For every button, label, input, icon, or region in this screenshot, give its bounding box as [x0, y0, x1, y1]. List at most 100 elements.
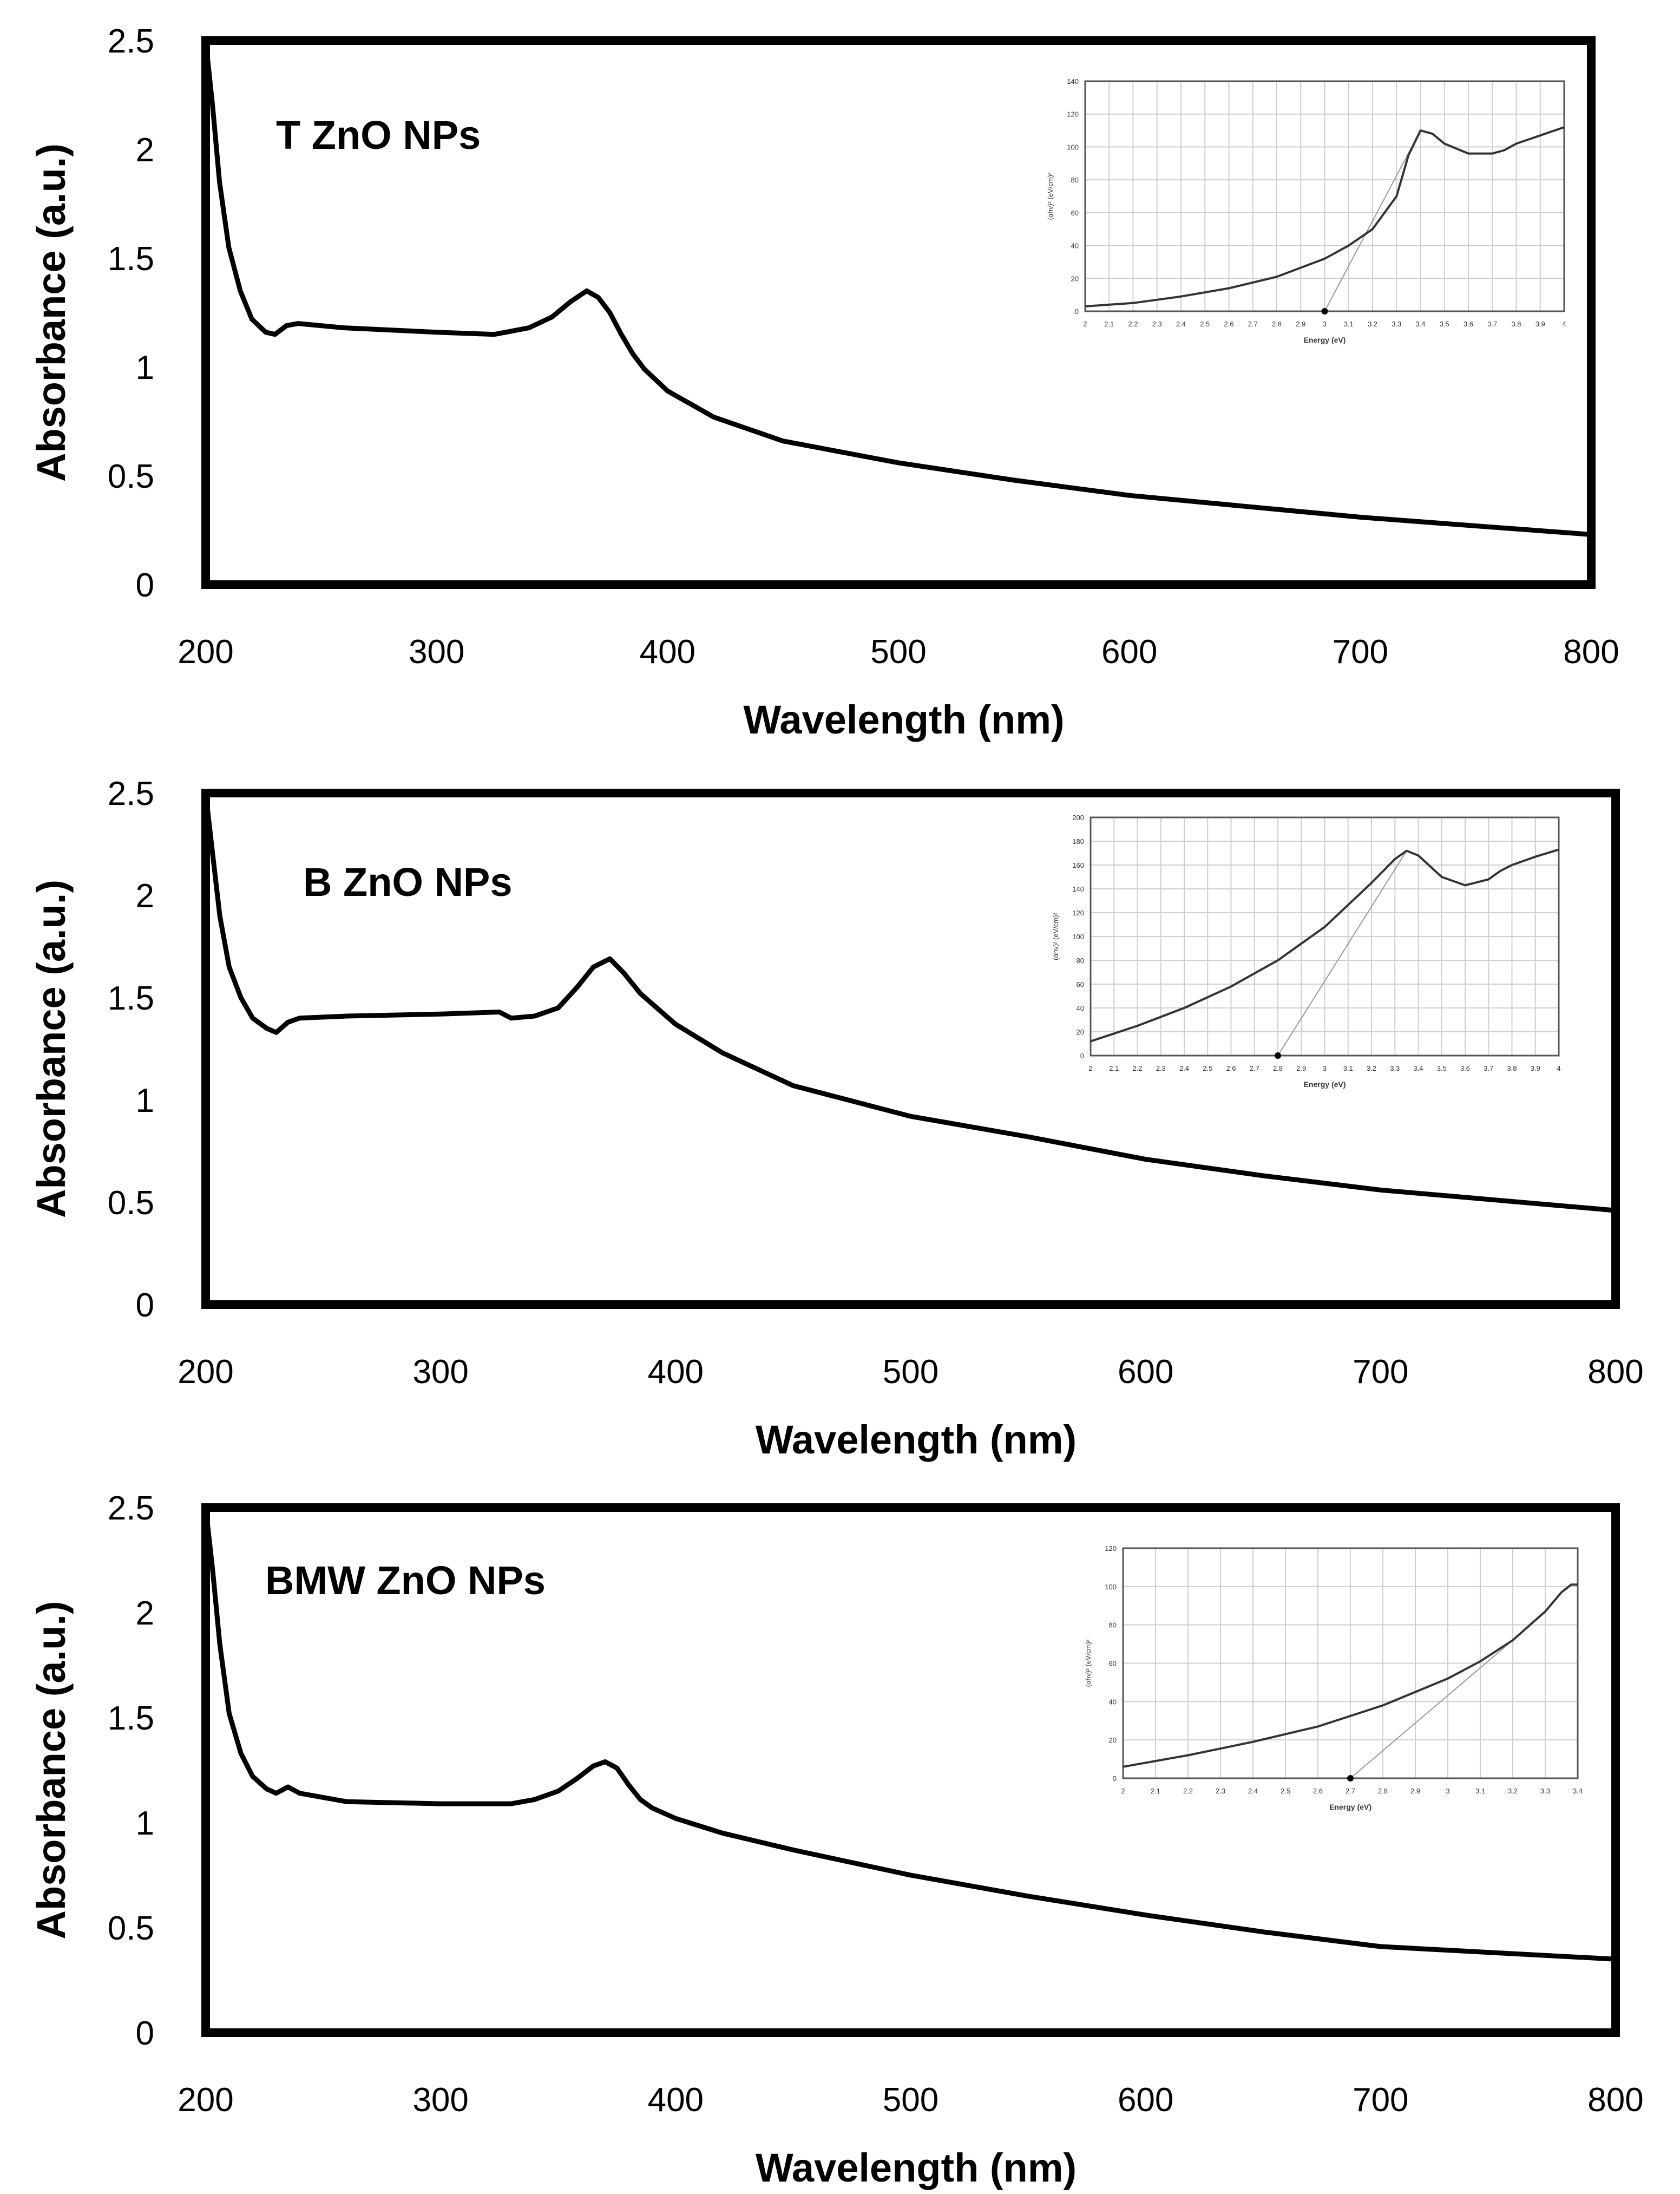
inset-y-tick-label: 0	[1113, 1774, 1117, 1783]
x-tick-label: 500	[870, 633, 926, 671]
x-tick-label: 800	[1587, 2081, 1643, 2119]
inset-y-tick-label: 80	[1071, 176, 1079, 184]
y-tick-label: 1.5	[108, 1700, 154, 1737]
inset-x-tick-label: 3.7	[1484, 1064, 1493, 1072]
inset-x-tick-label: 2.2	[1132, 1064, 1142, 1072]
x-tick-label: 600	[1118, 1353, 1173, 1391]
x-axis-title: Wavelength (nm)	[743, 697, 1064, 742]
x-tick-label: 300	[412, 2081, 468, 2119]
inset-y-tick-label: 80	[1077, 957, 1084, 965]
inset-y-tick-label: 140	[1067, 77, 1079, 86]
inset-y-tick-label: 80	[1109, 1621, 1117, 1629]
inset-tauc-line	[1085, 126, 1565, 307]
inset-y-axis-title: (αhν)² (eV/cm)²	[1084, 1639, 1092, 1687]
inset-x-tick-label: 2	[1083, 320, 1087, 328]
inset-x-tick-label: 3.6	[1460, 1064, 1470, 1072]
absorbance-line	[203, 1505, 1618, 1962]
inset-x-tick-label: 2.8	[1273, 1064, 1283, 1072]
plot-frame	[201, 36, 1596, 589]
plot-frame	[201, 789, 1620, 1309]
inset-fit-line	[1350, 1640, 1513, 1779]
x-tick-label: 400	[648, 2081, 704, 2119]
inset-x-tick-label: 3.2	[1508, 1787, 1518, 1795]
inset-x-tick-label: 2.9	[1410, 1787, 1420, 1795]
inset-x-tick-label: 4	[1562, 320, 1566, 328]
inset-tauc-line	[1123, 1583, 1578, 1768]
inset-frame	[1090, 816, 1560, 1057]
inset-x-tick-label: 3	[1446, 1787, 1449, 1795]
inset-y-tick-label: 40	[1077, 1004, 1084, 1012]
inset-x-tick-label: 2.6	[1226, 1064, 1236, 1072]
inset-x-tick-label: 2.4	[1179, 1064, 1189, 1072]
y-tick-label: 2.5	[108, 775, 154, 813]
inset-x-tick-label: 2.4	[1248, 1787, 1258, 1795]
x-tick-label: 800	[1563, 633, 1619, 671]
inset-x-tick-label: 3.9	[1531, 1064, 1540, 1072]
inset-x-tick-label: 3.4	[1413, 1064, 1423, 1072]
x-axis-title: Wavelength (nm)	[756, 2145, 1077, 2190]
inset-x-tick-label: 3.3	[1540, 1787, 1550, 1795]
x-tick-label: 500	[883, 2081, 939, 2119]
inset-x-axis-title: Energy (eV)	[1304, 1080, 1346, 1089]
x-tick-label: 600	[1101, 633, 1157, 671]
inset-y-tick-label: 20	[1077, 1028, 1084, 1036]
sample-label: BMW ZnO NPs	[265, 1558, 546, 1603]
inset-fit-line	[1324, 130, 1421, 312]
inset-y-tick-label: 0	[1075, 307, 1079, 316]
inset-y-tick-label: 0	[1080, 1052, 1084, 1060]
inset-y-axis-title: (αhν)² (eV/cm)²	[1052, 912, 1060, 960]
inset-x-tick-label: 2	[1088, 1064, 1092, 1072]
y-axis-title: Absorbance (a.u.)	[29, 1601, 74, 1940]
inset-x-tick-label: 2.8	[1272, 320, 1282, 328]
y-tick-label: 2.5	[108, 1490, 154, 1527]
inset-x-axis-title: Energy (eV)	[1329, 1803, 1371, 1811]
inset-x-tick-label: 2.7	[1250, 1064, 1259, 1072]
x-tick-label: 300	[409, 633, 464, 671]
inset-fit-line	[1277, 850, 1407, 1056]
inset-x-tick-label: 2.2	[1183, 1787, 1193, 1795]
inset-x-tick-label: 3.1	[1343, 1064, 1353, 1072]
y-tick-label: 1	[136, 1082, 154, 1119]
inset-y-tick-label: 100	[1072, 933, 1084, 941]
inset-y-tick-label: 20	[1109, 1736, 1117, 1744]
inset-x-tick-label: 2.6	[1224, 320, 1233, 328]
inset-x-tick-label: 2.5	[1203, 1064, 1212, 1072]
inset-x-tick-label: 3.4	[1415, 320, 1425, 328]
y-tick-label: 0.5	[108, 1184, 154, 1222]
sample-label: B ZnO NPs	[303, 860, 512, 905]
inset-y-tick-label: 60	[1077, 980, 1084, 988]
absorbance-line	[203, 790, 1618, 1213]
inset-y-tick-label: 180	[1072, 837, 1084, 846]
y-tick-label: 1.5	[108, 980, 154, 1017]
y-tick-label: 1.5	[108, 240, 154, 278]
inset-x-tick-label: 3.5	[1440, 320, 1449, 328]
inset-x-axis-title: Energy (eV)	[1304, 336, 1346, 344]
y-axis-title: Absorbance (a.u.)	[29, 143, 74, 482]
inset-x-tick-label: 2.9	[1296, 320, 1305, 328]
tauc-inset: 2 2.1 2.2 2.3 2.4 2.5 2.6 2.7 2.8 2.9 3 3.1 3.2 3.3 3.…	[1074, 1532, 1594, 1832]
inset-x-tick-label: 2.4	[1176, 320, 1186, 328]
inset-x-tick-label: 3	[1323, 1064, 1327, 1072]
inset-x-tick-label: 2.3	[1156, 1064, 1166, 1072]
inset-x-tick-label: 3.2	[1367, 1064, 1376, 1072]
inset-y-tick-label: 140	[1072, 885, 1084, 893]
inset-x-tick-label: 2.5	[1200, 320, 1210, 328]
inset-x-tick-label: 3.2	[1368, 320, 1377, 328]
x-tick-label: 200	[178, 633, 233, 671]
inset-x-tick-label: 3.9	[1535, 320, 1545, 328]
inset-x-tick-label: 2.2	[1128, 320, 1138, 328]
inset-x-tick-label: 2.7	[1346, 1787, 1355, 1795]
inset-x-tick-label: 2	[1121, 1787, 1125, 1795]
inset-x-tick-label: 2.5	[1281, 1787, 1290, 1795]
y-tick-label: 0	[136, 1287, 154, 1324]
x-tick-label: 700	[1333, 633, 1388, 671]
inset-x-tick-label: 2.6	[1313, 1787, 1323, 1795]
inset-y-tick-label: 100	[1105, 1583, 1117, 1591]
x-tick-label: 700	[1353, 2081, 1408, 2119]
x-tick-label: 500	[883, 1353, 939, 1391]
x-tick-label: 600	[1118, 2081, 1173, 2119]
inset-y-axis-title: (αhν)² (eV/cm)²	[1046, 172, 1054, 220]
